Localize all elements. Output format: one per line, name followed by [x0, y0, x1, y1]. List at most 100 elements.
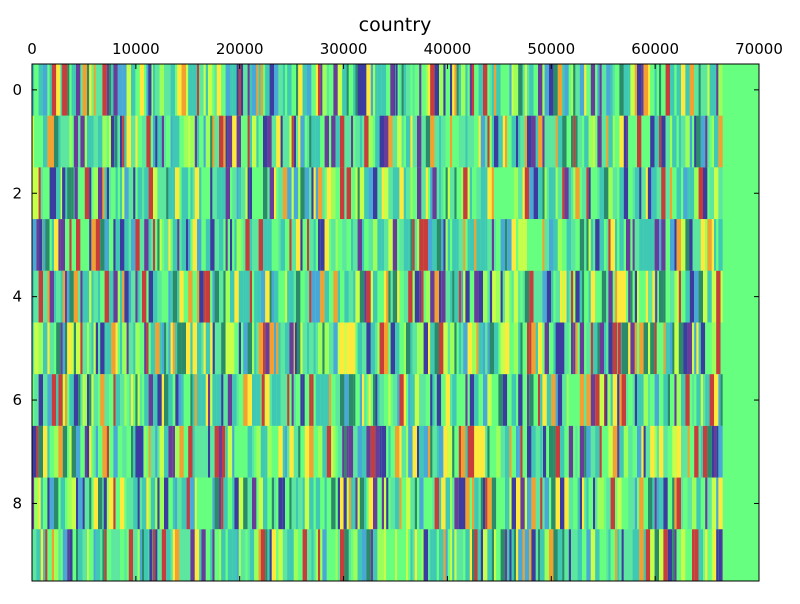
heatmap-cell [104, 322, 107, 375]
heatmap-cell [188, 529, 191, 581]
heatmap-cell [549, 322, 554, 375]
heatmap-cell [542, 219, 545, 271]
heatmap-cell [705, 322, 710, 375]
heatmap-cell [219, 270, 222, 323]
heatmap-cell [307, 322, 310, 375]
heatmap-cell [150, 425, 156, 478]
heatmap-cell [637, 529, 640, 581]
heatmap-cell [456, 529, 461, 581]
heatmap-cell [128, 322, 134, 375]
heatmap-cell [703, 270, 708, 323]
heatmap-cell [188, 167, 191, 220]
heatmap-cell [452, 64, 455, 116]
heatmap-cell [423, 219, 428, 271]
heatmap-cell [106, 425, 109, 478]
heatmap-cell [703, 425, 708, 478]
heatmap-cell [507, 374, 510, 426]
heatmap-cell [344, 115, 347, 168]
heatmap-cell [267, 167, 270, 220]
heatmap-cell [577, 477, 580, 530]
heatmap-cell [612, 115, 615, 168]
heatmap-cell [216, 322, 222, 375]
heatmap-cell [315, 64, 318, 116]
heatmap-cell [122, 64, 127, 116]
heatmap-cell [720, 322, 723, 375]
heatmap-cell [38, 374, 43, 426]
heatmap-stripe [69, 529, 73, 581]
heatmap-cell [177, 322, 182, 375]
x-tick-label: 40000 [424, 40, 472, 58]
heatmap-cell [148, 270, 153, 323]
heatmap-cell [707, 425, 712, 478]
heatmap-cell [282, 425, 285, 478]
heatmap-cell [474, 64, 479, 116]
heatmap-cell [461, 529, 464, 581]
heatmap-cell [210, 115, 213, 168]
heatmap-cell [450, 115, 453, 168]
heatmap-cell [190, 374, 193, 426]
heatmap-cell [71, 425, 76, 478]
heatmap-cell [199, 477, 202, 530]
heatmap-cell [421, 529, 424, 581]
heatmap-cell [483, 374, 488, 426]
heatmap-cell [157, 529, 162, 581]
heatmap-cell [322, 167, 325, 220]
heatmap-cell [183, 270, 189, 323]
heatmap-cell [645, 270, 648, 323]
heatmap-cell [601, 64, 607, 116]
heatmap-cell [47, 529, 52, 581]
heatmap-cell [144, 529, 149, 581]
heatmap-cell [566, 374, 569, 426]
heatmap-cell [98, 115, 103, 168]
heatmap-cell [650, 322, 655, 375]
heatmap-cell [573, 64, 576, 116]
heatmap-cell [491, 64, 494, 116]
heatmap-cell [32, 219, 37, 271]
heatmap-cell [106, 529, 112, 581]
heatmap-cell [456, 64, 459, 116]
heatmap-cell [137, 167, 142, 220]
heatmap-cell [414, 270, 420, 323]
heatmap-cell [634, 322, 637, 375]
heatmap-cell [617, 167, 620, 220]
heatmap-cell [648, 270, 653, 323]
heatmap-cell [586, 529, 591, 581]
heatmap-cell [159, 322, 162, 375]
heatmap-cell [575, 425, 578, 478]
heatmap-cell [496, 529, 501, 581]
heatmap-cell [586, 167, 589, 220]
heatmap-cell [401, 477, 406, 530]
heatmap-cell [144, 425, 147, 478]
heatmap-cell [406, 425, 409, 478]
heatmap-cell [175, 115, 180, 168]
heatmap-cell [269, 322, 274, 375]
heatmap-cell [461, 322, 464, 375]
heatmap-cell [113, 64, 118, 116]
heatmap-cell [474, 374, 479, 426]
heatmap-cell [67, 477, 72, 530]
heatmap-cell [401, 425, 406, 478]
heatmap-cell [419, 270, 422, 323]
heatmap-cell [720, 529, 723, 581]
heatmap-cell [544, 477, 549, 530]
heatmap-cell [667, 529, 673, 581]
heatmap-cell [340, 167, 345, 220]
heatmap-cell [513, 64, 519, 116]
heatmap-cell [663, 322, 666, 375]
heatmap-cell [82, 322, 87, 375]
heatmap-cell [67, 425, 70, 478]
heatmap-cell [364, 115, 369, 168]
heatmap-cell [320, 374, 325, 426]
heatmap-cell [285, 425, 288, 478]
heatmap-cell [406, 477, 411, 530]
heatmap-cell [131, 64, 136, 116]
heatmap-cell [135, 219, 140, 271]
heatmap-cell [254, 425, 257, 478]
heatmap-cell [681, 477, 684, 530]
heatmap-cell [604, 322, 607, 375]
heatmap-cell [718, 477, 723, 530]
heatmap-cell [604, 219, 607, 271]
heatmap-cell [461, 374, 466, 426]
heatmap-cell [441, 115, 446, 168]
heatmap-cell [502, 115, 505, 168]
